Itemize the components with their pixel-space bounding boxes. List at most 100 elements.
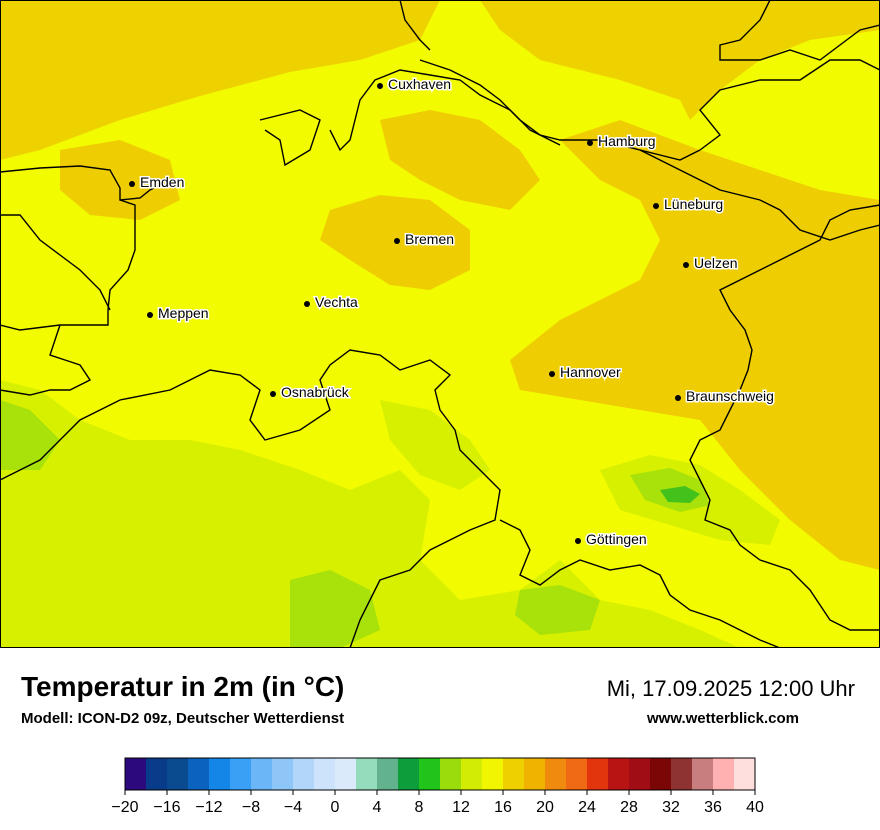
colorbar-swatch [398,758,420,790]
colorbar-swatch [650,758,672,790]
colorbar-swatch [692,758,714,790]
coastline-ems [0,199,136,331]
footer: Temperatur in 2m (in °C) Modell: ICON-D2… [0,648,880,830]
colorbar-swatch [356,758,378,790]
colorbar-swatch [503,758,525,790]
colorbar-tick-label: 36 [704,799,722,816]
colorbar-swatch [377,758,399,790]
colorbar-swatch [251,758,273,790]
border-east [719,0,880,61]
city-label: Emden [140,174,184,190]
city-meppen: Meppen [147,304,210,323]
colorbar-swatch [335,758,357,790]
colorbar-tick-label: 28 [620,799,638,816]
city-label: Lüneburg [664,196,723,212]
colorbar-frame [124,757,756,791]
cool-region-sw [0,380,740,648]
colorbar-tick-label: 16 [494,799,512,816]
colorbar-swatch [440,758,462,790]
colorbar-swatch [230,758,252,790]
city-label: Hannover [560,364,621,380]
colorbar-swatch [125,758,147,790]
model-info: Modell: ICON-D2 09z, Deutscher Wetterdie… [21,710,345,727]
city-label: Vechta [315,294,358,310]
border-ne [699,59,880,151]
colorbar-swatch [608,758,630,790]
colorbar-tick-label: 12 [452,799,470,816]
colorbar-swatch [734,758,756,790]
city-label: Uelzen [694,255,738,271]
colorbar-tick-label: 4 [373,799,382,816]
colorbar-swatch [419,758,441,790]
colorbar-swatch [293,758,315,790]
colorbar-swatch [545,758,567,790]
colorbar-swatch [272,758,294,790]
cooler-region-solling [515,585,600,635]
colorbar-tick-label: 20 [536,799,554,816]
colorbar-swatch [524,758,546,790]
city-uelzen: Uelzen [683,254,739,273]
map-svg: Cuxhaven Hamburg Emden Lüneburg Bremen U… [0,0,880,649]
warm-region-west [60,140,180,220]
city-label: Braunschweig [686,388,774,404]
city-braunschweig: Braunschweig [675,387,775,406]
border-hessen [499,519,781,649]
valid-datetime: Mi, 17.09.2025 12:00 Uhr [606,676,855,701]
city-bremen: Bremen [394,230,456,249]
colorbar-swatch [482,758,504,790]
border-nl [0,214,111,311]
temperature-map: Cuxhaven Hamburg Emden Lüneburg Bremen U… [0,0,880,649]
colorbar-swatch [188,758,210,790]
city-label: Meppen [158,305,209,321]
cool-region-weser [380,400,490,490]
city-goettingen: Göttingen [575,530,648,549]
colorbar-swatch [629,758,651,790]
city-label: Göttingen [586,531,647,547]
coastline-north [399,0,431,51]
colorbar-swatch [209,758,231,790]
city-cuxhaven: Cuxhaven [377,75,453,94]
city-label: Cuxhaven [388,76,451,92]
warm-region-east [510,120,880,570]
coastline-elbe [419,59,701,161]
colorbar-tick-label: 8 [415,799,424,816]
warm-region-north [380,110,540,210]
city-label: Bremen [405,231,454,247]
colorbar-tick-label: −20 [111,799,138,816]
colorbar-swatch [713,758,735,790]
border-sa [689,204,880,631]
city-lueneburg: Lüneburg [653,195,725,214]
colorbar-tick-label: −12 [195,799,222,816]
border-nl-south [0,324,92,396]
colorbar-swatch [671,758,693,790]
colorbar-tick-label: −4 [284,799,302,816]
city-hamburg: Hamburg [587,132,657,151]
coolest-region-brocken [660,486,700,503]
colorbar-tick-label: 40 [746,799,764,816]
cooler-region-sw [0,400,60,470]
city-label: Osnabrück [281,384,350,400]
colorbar-swatch [566,758,588,790]
coastline-jade [259,109,321,167]
colorbar-swatch [461,758,483,790]
coastline-west [0,165,161,201]
colorbar-swatch [587,758,609,790]
colorbar-swatch [146,758,168,790]
color-legend: −20 −16 −12 −8 −4 0 4 8 12 16 20 24 28 32 36 40 [0,753,880,823]
city-vechta: Vechta [304,293,360,312]
city-hannover: Hannover [549,363,623,382]
cities: Cuxhaven Hamburg Emden Lüneburg Bremen U… [129,75,775,549]
city-emden: Emden [129,173,186,192]
colorbar-swatch [314,758,336,790]
colorbar-tick-label: 0 [331,799,340,816]
city-label: Hamburg [598,133,656,149]
colorbar-tick-label: 24 [578,799,596,816]
colorbar-tick-label: −8 [242,799,260,816]
colorbar-swatch [167,758,189,790]
city-osnabrueck: Osnabrück [270,383,351,402]
sea-area-east [480,0,880,120]
sea-area [0,0,440,160]
website-link[interactable]: www.wetterblick.com [647,710,799,727]
colorbar-tick-label: −16 [153,799,180,816]
colorbar-tick-label: 32 [662,799,680,816]
